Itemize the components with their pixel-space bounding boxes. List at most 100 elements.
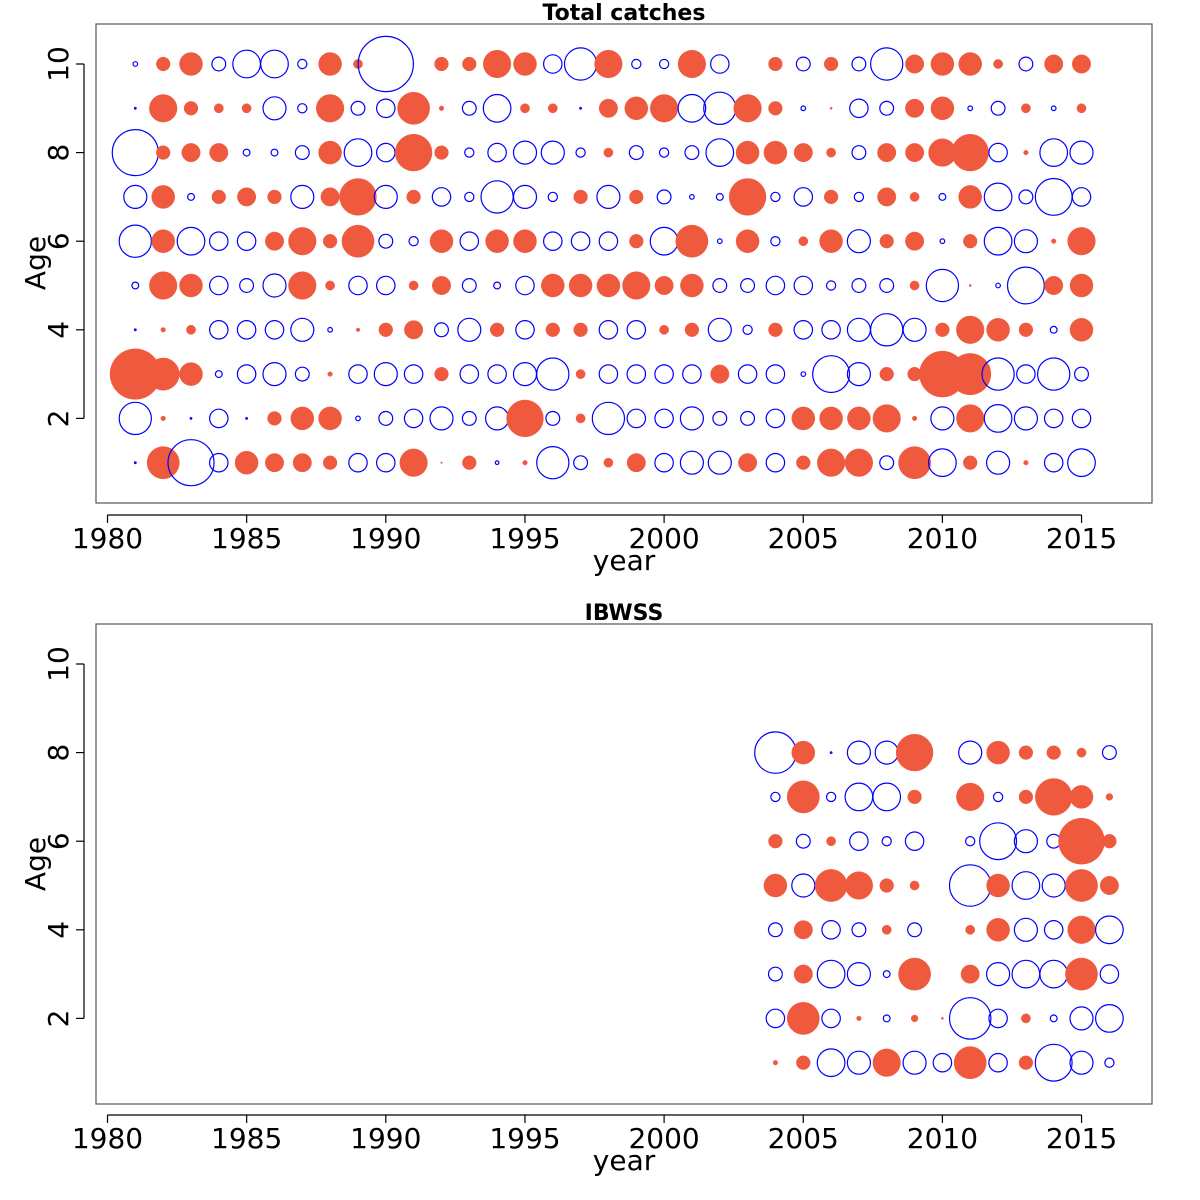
negative-residual-bubble-2012-age-6	[983, 226, 1013, 256]
negative-residual-bubble-1981-age-9	[133, 106, 137, 110]
negative-residual-bubble-1996-age-10	[542, 54, 563, 74]
x-tick-label-1995: 1995	[489, 1122, 560, 1155]
negative-residual-bubble-2007-age-8	[846, 740, 872, 765]
negative-residual-bubble-2000-age-2	[654, 408, 674, 429]
positive-residual-bubble-2012-age-4	[986, 918, 1010, 942]
negative-residual-bubble-2014-age-2	[1043, 408, 1064, 429]
positive-residual-bubble-1988-age-9	[316, 94, 345, 123]
negative-residual-bubble-2007-age-9	[849, 98, 869, 119]
positive-residual-bubble-1992-age-6	[429, 229, 454, 253]
y-tick-label-4: 4	[42, 921, 75, 939]
panel-2-y-axis-label: Age	[19, 837, 52, 891]
positive-residual-bubble-2003-age-8	[735, 140, 760, 165]
positive-residual-bubble-1997-age-2	[575, 413, 586, 424]
positive-residual-bubble-2002-age-3	[710, 364, 730, 384]
negative-residual-bubble-2006-age-7	[825, 791, 837, 803]
negative-residual-bubble-2014-age-1	[1043, 452, 1064, 473]
positive-residual-bubble-1982-age-5	[149, 271, 178, 300]
negative-residual-bubble-2001-age-8	[684, 145, 700, 161]
positive-residual-bubble-1983-age-9	[183, 101, 199, 116]
positive-residual-bubble-2014-age-10	[1044, 54, 1064, 74]
negative-residual-bubble-2012-age-1	[988, 1052, 1008, 1073]
negative-residual-bubble-2001-age-2	[679, 406, 705, 431]
negative-residual-bubble-1981-age-1	[133, 461, 137, 465]
negative-residual-bubble-1997-age-1	[573, 455, 589, 471]
negative-residual-bubble-2012-age-3	[985, 961, 1011, 987]
positive-residual-bubble-1989-age-7	[339, 178, 377, 216]
panel-2-bubbles	[754, 731, 1124, 1082]
positive-residual-bubble-2014-age-5	[1044, 276, 1064, 295]
negative-residual-bubble-2001-age-3	[682, 364, 702, 384]
positive-residual-bubble-2011-age-4	[956, 315, 985, 344]
positive-residual-bubble-1988-age-7	[320, 187, 340, 207]
positive-residual-bubble-2008-age-6	[879, 234, 894, 249]
positive-residual-bubble-1992-age-8	[434, 145, 449, 160]
negative-residual-bubble-1984-age-3	[214, 370, 223, 379]
negative-residual-bubble-1996-age-8	[540, 140, 565, 165]
positive-residual-bubble-2014-age-7	[1035, 778, 1073, 816]
positive-residual-bubble-2013-age-9	[1021, 103, 1031, 114]
negative-residual-bubble-2015-age-7	[1071, 187, 1092, 207]
positive-residual-bubble-1982-age-7	[151, 185, 175, 209]
negative-residual-bubble-2016-age-4	[1094, 915, 1124, 945]
negative-residual-bubble-2013-age-2	[1013, 406, 1039, 431]
negative-residual-bubble-1987-age-9	[297, 103, 308, 114]
negative-residual-bubble-1984-age-4	[209, 319, 229, 340]
negative-residual-bubble-2000-age-8	[658, 147, 670, 158]
positive-residual-bubble-2007-age-2	[847, 406, 871, 431]
positive-residual-bubble-2012-age-4	[986, 318, 1010, 342]
positive-residual-bubble-1984-age-8	[209, 143, 229, 163]
positive-residual-bubble-2015-age-5	[1065, 869, 1098, 902]
negative-residual-bubble-1985-age-8	[242, 148, 251, 157]
negative-residual-bubble-2010-age-1	[932, 1052, 953, 1073]
positive-residual-bubble-2004-age-6	[768, 834, 783, 849]
y-tick-label-10: 10	[42, 46, 75, 82]
negative-residual-bubble-1985-age-6	[236, 231, 257, 251]
positive-residual-bubble-1992-age-3	[434, 366, 449, 382]
negative-residual-bubble-1990-age-3	[373, 362, 398, 387]
positive-residual-bubble-2011-age-5	[968, 284, 972, 287]
positive-residual-bubble-2013-age-8	[1018, 745, 1034, 760]
negative-residual-bubble-1998-age-7	[596, 184, 621, 209]
positive-residual-bubble-2005-age-6	[798, 236, 809, 247]
positive-residual-bubble-1987-age-5	[288, 271, 317, 300]
x-tick-label-2000: 2000	[628, 522, 699, 555]
positive-residual-bubble-2007-age-1	[844, 448, 873, 477]
positive-residual-bubble-2009-age-3	[898, 957, 931, 991]
positive-residual-bubble-1997-age-3	[575, 369, 586, 379]
negative-residual-bubble-1998-age-6	[598, 231, 619, 251]
positive-residual-bubble-2015-age-10	[1072, 54, 1091, 74]
negative-residual-bubble-2012-age-2	[983, 404, 1013, 433]
positive-residual-bubble-2009-age-8	[905, 143, 925, 163]
negative-residual-bubble-1989-age-2	[355, 415, 361, 422]
negative-residual-bubble-1990-age-7	[373, 184, 398, 209]
negative-residual-bubble-1986-age-8	[270, 148, 279, 157]
positive-residual-bubble-2004-age-4	[768, 322, 783, 337]
positive-residual-bubble-1992-age-1	[440, 461, 443, 464]
x-tick-label-2010: 2010	[907, 522, 978, 555]
negative-residual-bubble-1987-age-8	[294, 145, 310, 161]
negative-residual-bubble-2015-age-8	[1069, 140, 1094, 165]
negative-residual-bubble-1993-age-9	[461, 100, 477, 116]
negative-residual-bubble-2007-age-3	[846, 362, 872, 387]
positive-residual-bubble-1991-age-1	[399, 448, 428, 477]
negative-residual-bubble-2005-age-5	[793, 275, 814, 296]
negative-residual-bubble-2015-age-2	[1071, 408, 1092, 429]
positive-residual-bubble-1999-age-7	[629, 189, 644, 205]
negative-residual-bubble-1990-age-1	[375, 452, 396, 473]
negative-residual-bubble-1986-age-5	[262, 273, 287, 298]
positive-residual-bubble-1989-age-6	[341, 224, 375, 258]
negative-residual-bubble-2000-age-7	[656, 189, 672, 205]
negative-residual-bubble-1984-age-1	[209, 452, 229, 473]
panel-2-x-axis: 1980 1985 1990 1995 2000 2005 2010 2015	[72, 1114, 1117, 1155]
positive-residual-bubble-1996-age-4	[545, 322, 560, 337]
positive-residual-bubble-1991-age-5	[408, 280, 419, 291]
negative-residual-bubble-1995-age-7	[512, 184, 538, 209]
positive-residual-bubble-2004-age-1	[772, 1060, 778, 1066]
negative-residual-bubble-1999-age-3	[626, 364, 647, 384]
negative-residual-bubble-1990-age-10	[357, 35, 414, 93]
positive-residual-bubble-2009-age-5	[909, 280, 920, 291]
negative-residual-bubble-2012-age-7	[992, 791, 1004, 803]
negative-residual-bubble-1995-age-8	[512, 140, 538, 165]
negative-residual-bubble-2011-age-8	[958, 740, 983, 765]
